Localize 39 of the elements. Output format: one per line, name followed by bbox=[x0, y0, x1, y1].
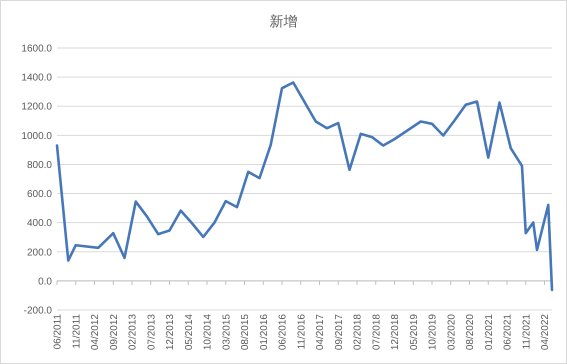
chart-title: 新增 bbox=[270, 13, 298, 29]
x-tick-label: 05/2014 bbox=[184, 314, 195, 350]
y-tick-label: 1000.0 bbox=[21, 130, 52, 142]
x-tick-label: 08/2020 bbox=[465, 314, 476, 350]
x-tick-label: 10/2019 bbox=[428, 314, 438, 350]
x-tick-label: 01/2016 bbox=[258, 314, 270, 350]
y-tick-label: -200.0 bbox=[24, 306, 52, 316]
x-tick-label: 09/2017 bbox=[334, 314, 345, 350]
y-tick-label: 400.0 bbox=[26, 218, 52, 230]
y-tick-label: 1600.0 bbox=[21, 44, 52, 54]
x-tick-label: 07/2018 bbox=[371, 314, 382, 350]
x-tick-label: 01/2021 bbox=[484, 314, 495, 350]
y-tick-label: 0.0 bbox=[38, 276, 52, 288]
x-tick-label: 04/2022 bbox=[540, 314, 551, 350]
x-tick-label: 12/2018 bbox=[390, 314, 401, 350]
x-tick-label: 06/2016 bbox=[278, 314, 288, 350]
x-tick-label: 04/2012 bbox=[90, 314, 101, 350]
x-tick-label: 06/2021 bbox=[502, 314, 514, 350]
x-tick-label: 11/2011 bbox=[71, 314, 82, 349]
y-tick-label: 600.0 bbox=[26, 189, 52, 200]
y-tick-label: 1200.0 bbox=[21, 102, 52, 113]
x-tick-label: 10/2014 bbox=[202, 314, 214, 350]
x-tick-label: 05/2019 bbox=[408, 314, 420, 350]
x-tick-label: 11/2021 bbox=[521, 314, 532, 350]
x-tick-label: 11/2016 bbox=[296, 314, 308, 350]
x-tick-label: 02/2013 bbox=[128, 314, 138, 350]
y-tick-label: 800.0 bbox=[26, 160, 52, 171]
x-tick-label: 09/2012 bbox=[108, 314, 120, 350]
x-tick-label: 07/2013 bbox=[146, 314, 158, 350]
x-tick-label: 08/2015 bbox=[240, 314, 251, 350]
y-tick-label: 1400.0 bbox=[21, 72, 52, 84]
line-series bbox=[56, 81, 554, 292]
x-tick-label: 03/2020 bbox=[446, 314, 458, 350]
x-tick-label: 12/2013 bbox=[165, 314, 176, 350]
x-tick-label: 02/2018 bbox=[352, 314, 364, 350]
x-tick-label: 03/2015 bbox=[221, 314, 232, 350]
x-tick-label: 04/2017 bbox=[315, 314, 326, 350]
y-tick-label: 200.0 bbox=[26, 247, 52, 258]
x-tick-label: 06/2011 bbox=[52, 314, 64, 350]
